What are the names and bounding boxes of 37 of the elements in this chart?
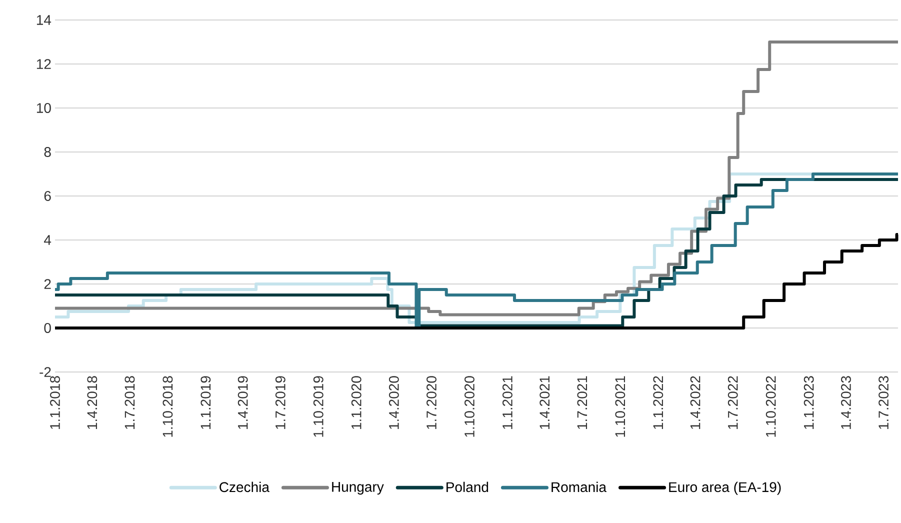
y-tick-label: 2 bbox=[44, 279, 51, 289]
x-tick-label: 1.1.2020 bbox=[351, 376, 362, 429]
y-tick-label: 8 bbox=[44, 147, 51, 157]
legend-label: Czechia bbox=[220, 482, 270, 492]
x-tick-label: 1.7.2020 bbox=[426, 376, 436, 429]
x-tick-label: 1.10.2021 bbox=[615, 376, 626, 437]
legend-label: Euro area (EA-19) bbox=[669, 482, 781, 495]
y-tick-label: 4 bbox=[44, 235, 52, 245]
x-tick-label: 1.7.2019 bbox=[275, 376, 286, 429]
y-tick-label: 6 bbox=[44, 191, 51, 201]
x-tick-label: 1.4.2022 bbox=[690, 376, 700, 429]
legend-label: Poland bbox=[446, 482, 488, 492]
x-tick-label: 1.7.2018 bbox=[124, 376, 135, 429]
x-tick-label: 1.10.2020 bbox=[464, 376, 474, 437]
legend-label: Hungary bbox=[332, 482, 384, 495]
x-tick-label: 1.4.2018 bbox=[87, 376, 98, 429]
y-tick-label: 0 bbox=[44, 323, 51, 333]
x-tick-label: 1.7.2023 bbox=[878, 376, 889, 429]
x-tick-label: 1.4.2020 bbox=[388, 376, 399, 429]
x-tick-label: 1.4.2019 bbox=[238, 376, 248, 429]
x-tick-label: 1.1.2019 bbox=[200, 376, 211, 429]
x-tick-label: 1.7.2021 bbox=[577, 376, 588, 429]
y-tick-label: -2 bbox=[40, 367, 51, 377]
legend-label: Romania bbox=[552, 482, 607, 492]
x-tick-label: 1.10.2022 bbox=[766, 376, 776, 437]
x-tick-label: 1.10.2019 bbox=[313, 376, 324, 437]
x-tick-label: 1.1.2023 bbox=[804, 376, 814, 429]
x-tick-label: 1.10.2018 bbox=[162, 376, 173, 437]
x-tick-label: 1.4.2023 bbox=[841, 376, 851, 429]
y-tick-label: 12 bbox=[36, 59, 51, 69]
y-tick-label: 10 bbox=[36, 103, 51, 113]
y-tick-label: 14 bbox=[36, 15, 52, 25]
x-tick-label: 1.1.2021 bbox=[502, 376, 512, 429]
x-tick-label: 1.4.2021 bbox=[540, 376, 550, 429]
x-tick-label: 1.7.2022 bbox=[728, 376, 738, 429]
x-tick-label: 1.1.2022 bbox=[653, 376, 664, 429]
x-tick-label: 1.1.2018 bbox=[50, 376, 60, 429]
